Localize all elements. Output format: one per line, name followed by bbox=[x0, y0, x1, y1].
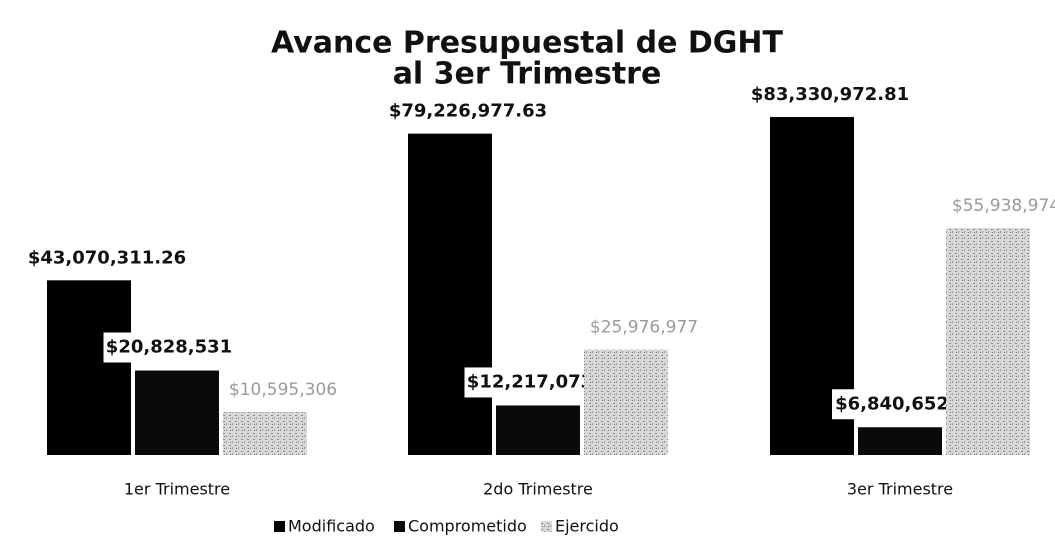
data-label: $43,070,311.26 bbox=[28, 247, 186, 268]
legend-label: Comprometido bbox=[408, 517, 527, 536]
bar bbox=[946, 228, 1030, 455]
legend-swatch bbox=[394, 521, 405, 532]
x-tick-label: 1er Trimestre bbox=[124, 480, 230, 499]
bar bbox=[135, 370, 219, 455]
data-label: $10,595,306 bbox=[229, 380, 337, 400]
bar bbox=[47, 280, 131, 455]
bar bbox=[496, 405, 580, 455]
data-label: $83,330,972.81 bbox=[751, 84, 909, 105]
bar bbox=[408, 133, 492, 455]
label-box bbox=[832, 389, 952, 420]
x-tick-label: 2do Trimestre bbox=[483, 480, 593, 499]
legend-swatch bbox=[541, 521, 552, 532]
data-label: $12,217,073 bbox=[467, 371, 593, 392]
label-box bbox=[464, 367, 596, 398]
label-box bbox=[103, 332, 235, 363]
chart-title: al 3er Trimestre bbox=[393, 57, 662, 92]
legend-label: Modificado bbox=[288, 517, 375, 536]
x-tick-label: 3er Trimestre bbox=[847, 480, 953, 499]
bar bbox=[584, 349, 668, 455]
bar bbox=[858, 427, 942, 455]
data-label: $20,828,531 bbox=[106, 337, 232, 358]
data-label: $25,976,977 bbox=[590, 318, 698, 338]
data-label: $6,840,652 bbox=[835, 393, 949, 414]
chart-title: Avance Presupuestal de DGHT bbox=[271, 26, 783, 61]
legend-swatch bbox=[274, 521, 285, 532]
bar bbox=[223, 412, 307, 455]
data-label: $55,938,974 bbox=[952, 196, 1055, 216]
legend-label: Ejercido bbox=[555, 517, 619, 536]
data-label: $79,226,977.63 bbox=[389, 101, 547, 122]
